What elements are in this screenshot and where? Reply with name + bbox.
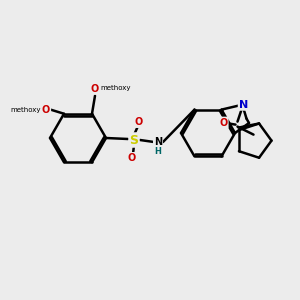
Text: O: O <box>135 117 143 127</box>
Text: N: N <box>154 137 162 147</box>
Text: H: H <box>154 146 161 155</box>
Text: methoxy: methoxy <box>11 107 41 113</box>
Text: O: O <box>91 84 99 94</box>
Text: N: N <box>239 100 248 110</box>
Text: S: S <box>130 134 139 146</box>
Text: methoxy: methoxy <box>100 85 130 91</box>
Text: O: O <box>128 153 136 163</box>
Text: O: O <box>42 105 50 115</box>
Text: O: O <box>219 118 228 128</box>
